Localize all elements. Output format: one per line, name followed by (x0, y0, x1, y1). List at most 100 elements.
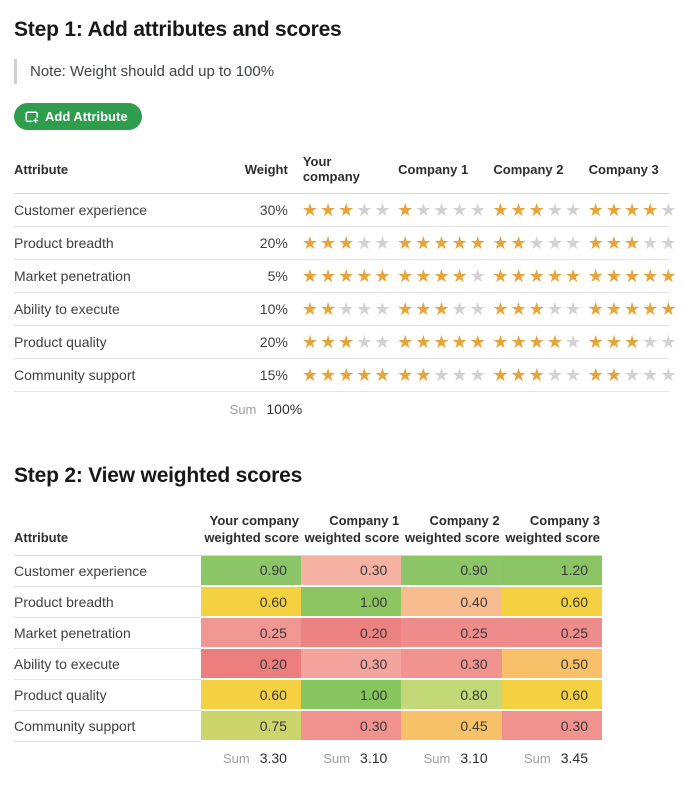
star-icon[interactable]: ★ (415, 332, 434, 352)
star-rating-company-2[interactable]: ★★★★★ (478, 226, 581, 260)
star-icon[interactable]: ★ (510, 365, 529, 385)
star-icon[interactable]: ★ (469, 233, 488, 253)
star-icon[interactable]: ★ (492, 332, 511, 352)
star-icon[interactable]: ★ (546, 365, 565, 385)
star-icon[interactable]: ★ (319, 365, 339, 385)
star-icon[interactable]: ★ (319, 332, 339, 352)
star-icon[interactable]: ★ (356, 266, 375, 286)
star-icon[interactable]: ★ (564, 266, 584, 286)
star-icon[interactable]: ★ (338, 266, 357, 286)
star-icon[interactable]: ★ (469, 200, 488, 220)
star-rating-company-3[interactable]: ★★★★★ (573, 358, 676, 392)
star-icon[interactable]: ★ (451, 200, 470, 220)
star-icon[interactable]: ★ (660, 299, 679, 319)
star-icon[interactable]: ★ (528, 266, 547, 286)
star-icon[interactable]: ★ (623, 200, 643, 220)
star-icon[interactable]: ★ (564, 365, 584, 385)
star-icon[interactable]: ★ (564, 200, 584, 220)
star-icon[interactable]: ★ (587, 332, 606, 352)
star-icon[interactable]: ★ (605, 200, 624, 220)
star-icon[interactable]: ★ (338, 200, 357, 220)
star-icon[interactable]: ★ (469, 365, 488, 385)
star-icon[interactable]: ★ (528, 332, 547, 352)
star-icon[interactable]: ★ (397, 299, 416, 319)
star-icon[interactable]: ★ (433, 233, 452, 253)
star-icon[interactable]: ★ (374, 266, 393, 286)
star-rating-company-3[interactable]: ★★★★★ (573, 259, 676, 293)
star-rating-company-2[interactable]: ★★★★★ (478, 259, 581, 293)
star-icon[interactable]: ★ (397, 266, 416, 286)
star-icon[interactable]: ★ (510, 332, 529, 352)
star-icon[interactable]: ★ (301, 233, 320, 253)
star-icon[interactable]: ★ (642, 233, 661, 253)
star-icon[interactable]: ★ (510, 266, 529, 286)
star-icon[interactable]: ★ (546, 266, 565, 286)
star-icon[interactable]: ★ (415, 200, 434, 220)
star-icon[interactable]: ★ (338, 233, 357, 253)
star-icon[interactable]: ★ (564, 233, 584, 253)
star-rating-company-1[interactable]: ★★★★★ (383, 292, 486, 326)
star-icon[interactable]: ★ (605, 233, 624, 253)
star-icon[interactable]: ★ (397, 332, 416, 352)
star-icon[interactable]: ★ (301, 299, 320, 319)
star-rating-company-1[interactable]: ★★★★★ (383, 259, 486, 293)
star-icon[interactable]: ★ (528, 200, 547, 220)
star-icon[interactable]: ★ (587, 365, 606, 385)
star-icon[interactable]: ★ (319, 266, 339, 286)
star-icon[interactable]: ★ (642, 332, 661, 352)
star-icon[interactable]: ★ (374, 299, 393, 319)
star-rating-company-3[interactable]: ★★★★★ (573, 325, 676, 359)
star-rating-company-2[interactable]: ★★★★★ (478, 193, 581, 227)
star-icon[interactable]: ★ (510, 200, 529, 220)
star-rating-company-3[interactable]: ★★★★★ (573, 226, 676, 260)
star-icon[interactable]: ★ (451, 233, 470, 253)
star-icon[interactable]: ★ (605, 332, 624, 352)
star-icon[interactable]: ★ (587, 233, 606, 253)
star-icon[interactable]: ★ (605, 365, 624, 385)
star-icon[interactable]: ★ (587, 266, 606, 286)
star-icon[interactable]: ★ (546, 233, 565, 253)
star-icon[interactable]: ★ (546, 200, 565, 220)
star-icon[interactable]: ★ (433, 200, 452, 220)
star-icon[interactable]: ★ (356, 365, 375, 385)
star-icon[interactable]: ★ (338, 365, 357, 385)
star-icon[interactable]: ★ (451, 299, 470, 319)
star-icon[interactable]: ★ (356, 200, 375, 220)
star-icon[interactable]: ★ (319, 233, 339, 253)
star-icon[interactable]: ★ (338, 332, 357, 352)
star-icon[interactable]: ★ (301, 200, 320, 220)
star-icon[interactable]: ★ (660, 233, 679, 253)
star-icon[interactable]: ★ (623, 332, 643, 352)
star-icon[interactable]: ★ (660, 200, 679, 220)
star-rating-company-1[interactable]: ★★★★★ (383, 193, 486, 227)
star-icon[interactable]: ★ (338, 299, 357, 319)
star-icon[interactable]: ★ (415, 233, 434, 253)
star-icon[interactable]: ★ (528, 233, 547, 253)
star-icon[interactable]: ★ (301, 332, 320, 352)
star-icon[interactable]: ★ (433, 332, 452, 352)
star-icon[interactable]: ★ (623, 299, 643, 319)
star-icon[interactable]: ★ (469, 332, 488, 352)
star-icon[interactable]: ★ (397, 365, 416, 385)
star-icon[interactable]: ★ (469, 299, 488, 319)
star-icon[interactable]: ★ (374, 200, 393, 220)
star-rating-your-company[interactable]: ★★★★★ (287, 193, 391, 227)
star-rating-company-1[interactable]: ★★★★★ (383, 325, 486, 359)
star-icon[interactable]: ★ (433, 266, 452, 286)
star-icon[interactable]: ★ (319, 299, 339, 319)
star-icon[interactable]: ★ (492, 266, 511, 286)
star-icon[interactable]: ★ (397, 200, 416, 220)
star-rating-company-3[interactable]: ★★★★★ (573, 193, 676, 227)
star-icon[interactable]: ★ (356, 332, 375, 352)
star-icon[interactable]: ★ (587, 299, 606, 319)
star-icon[interactable]: ★ (374, 233, 393, 253)
star-rating-your-company[interactable]: ★★★★★ (287, 358, 391, 392)
star-icon[interactable]: ★ (623, 266, 643, 286)
star-icon[interactable]: ★ (319, 200, 339, 220)
star-rating-company-2[interactable]: ★★★★★ (478, 292, 581, 326)
star-icon[interactable]: ★ (415, 299, 434, 319)
star-icon[interactable]: ★ (374, 365, 393, 385)
star-icon[interactable]: ★ (623, 365, 643, 385)
star-icon[interactable]: ★ (564, 332, 584, 352)
star-icon[interactable]: ★ (660, 266, 679, 286)
